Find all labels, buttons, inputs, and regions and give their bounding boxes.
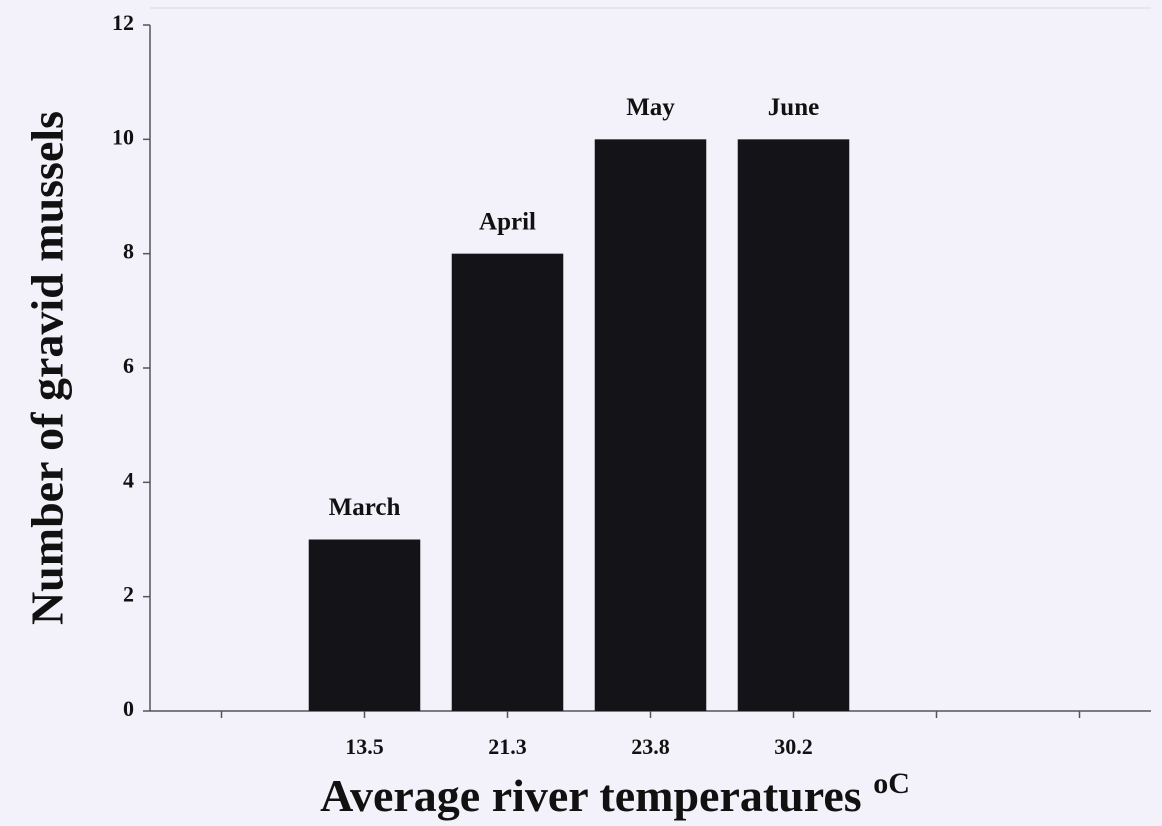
y-tick-label: 4: [123, 467, 134, 492]
x-axis-title-text: Average river temperatures: [320, 770, 862, 821]
y-tick-label: 0: [123, 696, 134, 721]
bar: [594, 139, 707, 712]
y-tick-label: 2: [123, 582, 134, 607]
y-tick-label: 12: [112, 10, 134, 35]
bar-annotation: June: [768, 94, 819, 121]
bar-annotation: March: [329, 494, 401, 521]
bar: [737, 139, 850, 712]
y-tick-label: 10: [112, 124, 134, 149]
x-axis-title-unit: oC: [873, 767, 910, 800]
bar: [451, 253, 564, 711]
bar-annotation: April: [479, 208, 536, 235]
y-tick-label: 6: [123, 353, 134, 378]
x-tick-label: 21.3: [488, 734, 527, 759]
x-tick-label: 30.2: [774, 734, 813, 759]
y-axis-title: Number of gravid mussels: [22, 111, 73, 625]
bar: [308, 539, 421, 711]
x-tick-label: 23.8: [631, 734, 670, 759]
bar-annotation: May: [626, 94, 675, 121]
y-tick-label: 8: [123, 239, 134, 264]
x-axis-title: Average river temperatures oC: [320, 767, 910, 821]
x-tick-label: 13.5: [345, 734, 384, 759]
